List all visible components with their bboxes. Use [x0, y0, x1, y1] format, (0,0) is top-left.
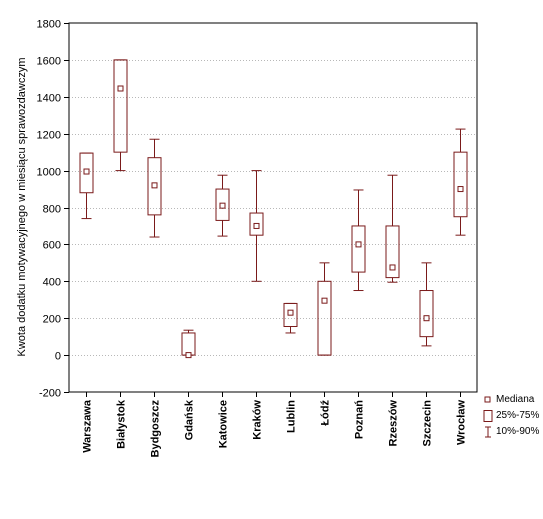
- iqr-box: [317, 280, 332, 356]
- median-marker: [321, 297, 328, 304]
- median-marker: [457, 186, 464, 193]
- box-group: [215, 174, 230, 237]
- y-tick-label: 0: [55, 351, 61, 363]
- x-tick-label: Rzeszów: [388, 400, 400, 447]
- x-tick-label: Bydgoszcz: [150, 400, 162, 458]
- y-tick-label: 400: [43, 277, 61, 289]
- iqr-box: [351, 225, 366, 273]
- x-tick-label: Białystok: [116, 399, 128, 449]
- y-tick-label: 1000: [37, 167, 61, 179]
- iqr-box: [113, 59, 128, 153]
- iqr-box: [181, 332, 196, 356]
- box-group: [453, 128, 468, 236]
- box-group: [181, 329, 196, 359]
- median-marker-icon: [484, 396, 491, 403]
- y-tick-label: -200: [39, 388, 61, 400]
- iqr-box: [453, 151, 468, 218]
- legend-label-median: Mediana: [496, 394, 535, 405]
- legend-label-iqr: 25%-75%: [496, 410, 540, 421]
- median-marker: [287, 309, 294, 316]
- legend-item-whisker: 10%-90%: [481, 424, 543, 440]
- y-tick-label: 600: [43, 240, 61, 252]
- median-marker: [83, 168, 90, 175]
- iqr-box: [79, 152, 94, 194]
- box-series: [79, 59, 468, 359]
- y-axis: -200 0 200 400 600 800 1000 1200 1400 1600 1800: [37, 19, 69, 400]
- y-tick-label: 1400: [37, 93, 61, 105]
- x-axis: Warszawa Białystok Bydgoszcz Gdańsk Katowice…: [82, 392, 468, 457]
- iqr-box: [283, 302, 298, 328]
- box-group: [317, 262, 332, 356]
- legend-item-iqr: 25%-75%: [481, 408, 543, 424]
- x-tick-label: Poznań: [354, 400, 366, 439]
- x-tick-label: Kraków: [252, 400, 264, 440]
- x-tick-label: Szczecin: [422, 400, 434, 447]
- x-tick-label: Lublin: [286, 400, 298, 433]
- x-tick-label: Łódź: [320, 400, 332, 426]
- median-marker: [355, 241, 362, 248]
- grid-lines: [69, 60, 477, 356]
- y-tick-label: 1600: [37, 56, 61, 68]
- median-marker: [117, 85, 124, 92]
- median-marker: [151, 182, 158, 189]
- y-axis-label: Kwota dodatku motywacyjnego w miesiącu s…: [16, 58, 28, 357]
- box-group: [351, 189, 366, 292]
- y-tick-label: 1800: [37, 19, 61, 31]
- iqr-box: [419, 290, 434, 338]
- box-group: [419, 262, 434, 347]
- legend-label-whisker: 10%-90%: [496, 426, 540, 437]
- iqr-box: [147, 157, 162, 216]
- box-group: [79, 152, 94, 220]
- legend: Mediana 25%-75% 10%-90%: [481, 392, 543, 440]
- box-range-icon: [483, 410, 493, 422]
- iqr-box: [385, 225, 400, 279]
- median-marker: [219, 202, 226, 209]
- y-tick-label: 200: [43, 314, 61, 326]
- y-tick-label: 800: [43, 204, 61, 216]
- iqr-box: [249, 212, 264, 236]
- y-tick-label: 1200: [37, 130, 61, 142]
- x-tick-label: Gdańsk: [184, 399, 196, 440]
- box-group: [147, 138, 162, 238]
- box-group: [283, 302, 298, 334]
- median-marker: [389, 264, 396, 271]
- iqr-box: [215, 188, 230, 221]
- median-marker: [423, 315, 430, 322]
- x-tick-label: Katowice: [218, 400, 230, 448]
- whisker-range-icon: [485, 426, 491, 438]
- box-group: [113, 59, 128, 172]
- box-group: [385, 174, 400, 283]
- legend-item-median: Mediana: [481, 392, 543, 408]
- median-marker: [253, 222, 260, 229]
- x-tick-label: Wrocław: [456, 400, 468, 445]
- median-marker: [185, 352, 192, 359]
- x-tick-label: Warszawa: [82, 399, 94, 453]
- box-group: [249, 170, 264, 282]
- plot-frame: [68, 22, 478, 393]
